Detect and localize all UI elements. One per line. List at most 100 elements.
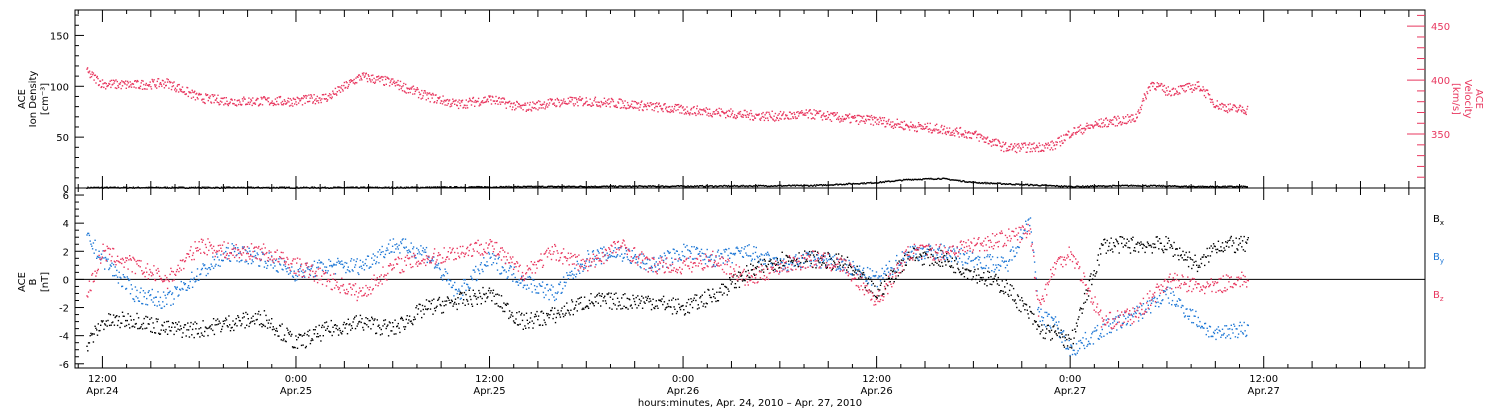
bx-point	[105, 320, 107, 322]
bx-point	[1113, 244, 1116, 247]
velocity-point	[179, 88, 181, 90]
velocity-point	[360, 77, 362, 79]
bx-point	[422, 308, 424, 311]
density-point	[552, 186, 555, 188]
by-point	[290, 270, 292, 272]
density-point	[546, 186, 548, 188]
density-point	[705, 184, 707, 187]
velocity-point	[776, 117, 778, 119]
velocity-point	[543, 101, 546, 103]
density-point	[1029, 183, 1032, 186]
velocity-point	[484, 96, 486, 98]
velocity-point	[872, 119, 874, 121]
by-point	[225, 246, 228, 249]
velocity-point	[934, 124, 937, 127]
density-point	[351, 186, 353, 188]
density-point	[1171, 185, 1173, 187]
velocity-point	[752, 119, 755, 121]
bx-point	[571, 301, 574, 303]
bx-point	[795, 260, 797, 262]
by-point	[393, 251, 395, 253]
velocity-point	[640, 101, 642, 103]
bx-point	[246, 324, 248, 326]
bx-point	[1096, 259, 1099, 261]
density-point	[909, 178, 912, 181]
bx-point	[950, 266, 952, 268]
velocity-point	[129, 81, 131, 83]
field-tick-label: -4	[59, 332, 69, 343]
bx-point	[721, 294, 724, 296]
bx-point	[465, 293, 467, 296]
bx-point	[139, 327, 141, 329]
velocity-point	[397, 84, 400, 86]
bx-point	[582, 307, 584, 309]
density-point	[515, 185, 517, 188]
bx-point	[816, 251, 819, 253]
density-point	[728, 185, 731, 188]
bx-point	[986, 285, 988, 287]
density-point	[919, 178, 921, 180]
density-point	[468, 186, 470, 188]
velocity-point	[305, 97, 307, 99]
velocity-point	[578, 99, 580, 101]
density-point	[1200, 185, 1202, 187]
density-point	[858, 183, 860, 185]
velocity-point	[127, 82, 129, 84]
density-point	[885, 180, 887, 183]
velocity-point	[1165, 87, 1167, 89]
bx-point	[1196, 264, 1198, 266]
velocity-point	[229, 101, 231, 103]
velocity-point	[1128, 119, 1131, 121]
density-point	[986, 181, 988, 184]
bx-point	[690, 298, 692, 300]
bx-point	[521, 319, 524, 322]
bx-point	[604, 295, 606, 297]
velocity-point	[410, 87, 412, 89]
bx-point	[917, 259, 920, 262]
bx-point	[512, 315, 514, 317]
velocity-point	[1047, 142, 1049, 144]
density-point	[692, 185, 694, 188]
velocity-point	[770, 117, 773, 119]
bx-point	[1014, 299, 1016, 301]
bx-point	[763, 258, 766, 261]
bx-point	[350, 325, 353, 327]
velocity-point	[522, 109, 524, 111]
velocity-point	[272, 104, 275, 107]
by-point	[435, 264, 437, 266]
velocity-point	[1098, 119, 1100, 121]
bx-point	[307, 330, 309, 333]
density-point	[1064, 185, 1067, 187]
density-point	[441, 186, 443, 188]
velocity-point	[899, 123, 901, 125]
bx-point	[1230, 235, 1232, 238]
velocity-point	[1234, 104, 1236, 107]
velocity-point	[797, 115, 800, 117]
bx-point	[733, 274, 735, 276]
velocity-point	[1129, 115, 1131, 118]
velocity-point	[1231, 109, 1233, 111]
velocity-point	[677, 103, 680, 106]
velocity-point	[202, 101, 204, 103]
bx-point	[1004, 286, 1006, 288]
density-point	[566, 185, 568, 188]
bx-point	[641, 295, 643, 297]
bx-point	[482, 286, 484, 289]
velocity-point	[1011, 149, 1013, 151]
by-point	[317, 266, 320, 268]
density-point	[719, 185, 721, 187]
bx-point	[383, 323, 386, 325]
velocity-point	[911, 126, 913, 129]
velocity-point	[606, 102, 608, 104]
velocity-point	[910, 121, 912, 123]
by-point	[408, 249, 410, 251]
velocity-point	[607, 103, 609, 105]
density-point	[713, 185, 715, 188]
bx-point	[693, 297, 695, 299]
density-point	[1104, 186, 1106, 188]
velocity-point	[810, 112, 812, 114]
by-point	[215, 263, 217, 266]
density-point	[1192, 185, 1194, 187]
bx-point	[722, 283, 724, 286]
by-point	[453, 295, 455, 297]
